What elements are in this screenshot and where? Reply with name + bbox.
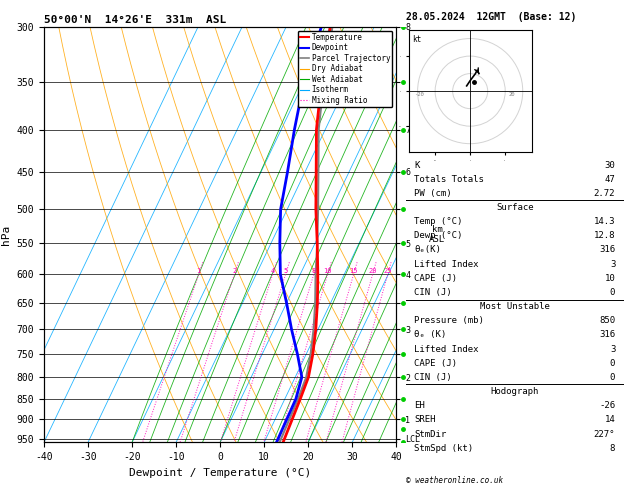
Text: θₑ (K): θₑ (K) <box>415 330 447 339</box>
Text: Surface: Surface <box>496 203 533 212</box>
Text: 12.8: 12.8 <box>594 231 615 240</box>
Text: 8: 8 <box>610 444 615 452</box>
Text: 14: 14 <box>604 416 615 424</box>
Text: 227°: 227° <box>594 430 615 438</box>
Text: CAPE (J): CAPE (J) <box>415 359 457 368</box>
Text: 15: 15 <box>349 268 358 275</box>
Text: 28.05.2024  12GMT  (Base: 12): 28.05.2024 12GMT (Base: 12) <box>406 12 576 22</box>
Text: 3: 3 <box>610 345 615 354</box>
Text: Dewp (°C): Dewp (°C) <box>415 231 463 240</box>
Text: StmDir: StmDir <box>415 430 447 438</box>
Text: Lifted Index: Lifted Index <box>415 345 479 354</box>
Text: -26: -26 <box>599 401 615 410</box>
Text: 14.3: 14.3 <box>594 217 615 226</box>
Text: SREH: SREH <box>415 416 436 424</box>
Text: 3: 3 <box>610 260 615 269</box>
Text: 30: 30 <box>604 160 615 170</box>
Text: StmSpd (kt): StmSpd (kt) <box>415 444 474 452</box>
Text: θₑ(K): θₑ(K) <box>415 245 442 255</box>
Text: 47: 47 <box>604 174 615 184</box>
Text: 316: 316 <box>599 330 615 339</box>
Text: 0: 0 <box>610 373 615 382</box>
Text: CIN (J): CIN (J) <box>415 373 452 382</box>
Text: kt: kt <box>413 35 421 44</box>
Text: Temp (°C): Temp (°C) <box>415 217 463 226</box>
Text: Totals Totals: Totals Totals <box>415 174 484 184</box>
Text: CAPE (J): CAPE (J) <box>415 274 457 283</box>
Text: Pressure (mb): Pressure (mb) <box>415 316 484 325</box>
Text: EH: EH <box>415 401 425 410</box>
Text: 850: 850 <box>599 316 615 325</box>
Y-axis label: hPa: hPa <box>1 225 11 244</box>
Text: 2: 2 <box>232 268 237 275</box>
Text: PW (cm): PW (cm) <box>415 189 452 198</box>
Text: 50°00'N  14°26'E  331m  ASL: 50°00'N 14°26'E 331m ASL <box>44 15 226 25</box>
Text: 2.72: 2.72 <box>594 189 615 198</box>
Text: 0: 0 <box>610 359 615 368</box>
Text: 0: 0 <box>610 288 615 297</box>
Text: 8: 8 <box>311 268 316 275</box>
Text: 4: 4 <box>270 268 275 275</box>
Text: 1: 1 <box>197 268 201 275</box>
Text: Hodograph: Hodograph <box>491 387 539 396</box>
Text: 10: 10 <box>323 268 332 275</box>
X-axis label: Dewpoint / Temperature (°C): Dewpoint / Temperature (°C) <box>129 468 311 478</box>
Text: Most Unstable: Most Unstable <box>480 302 550 311</box>
Text: © weatheronline.co.uk: © weatheronline.co.uk <box>406 476 503 485</box>
Text: K: K <box>415 160 420 170</box>
Text: 20: 20 <box>509 92 515 97</box>
Text: 316: 316 <box>599 245 615 255</box>
Legend: Temperature, Dewpoint, Parcel Trajectory, Dry Adiabat, Wet Adiabat, Isotherm, Mi: Temperature, Dewpoint, Parcel Trajectory… <box>298 31 392 107</box>
Text: 20: 20 <box>369 268 377 275</box>
Text: 10: 10 <box>604 274 615 283</box>
Y-axis label: km
ASL: km ASL <box>429 225 445 244</box>
Text: 25: 25 <box>384 268 392 275</box>
Text: CIN (J): CIN (J) <box>415 288 452 297</box>
Text: Lifted Index: Lifted Index <box>415 260 479 269</box>
Text: 5: 5 <box>284 268 287 275</box>
Text: -20: -20 <box>414 92 424 97</box>
